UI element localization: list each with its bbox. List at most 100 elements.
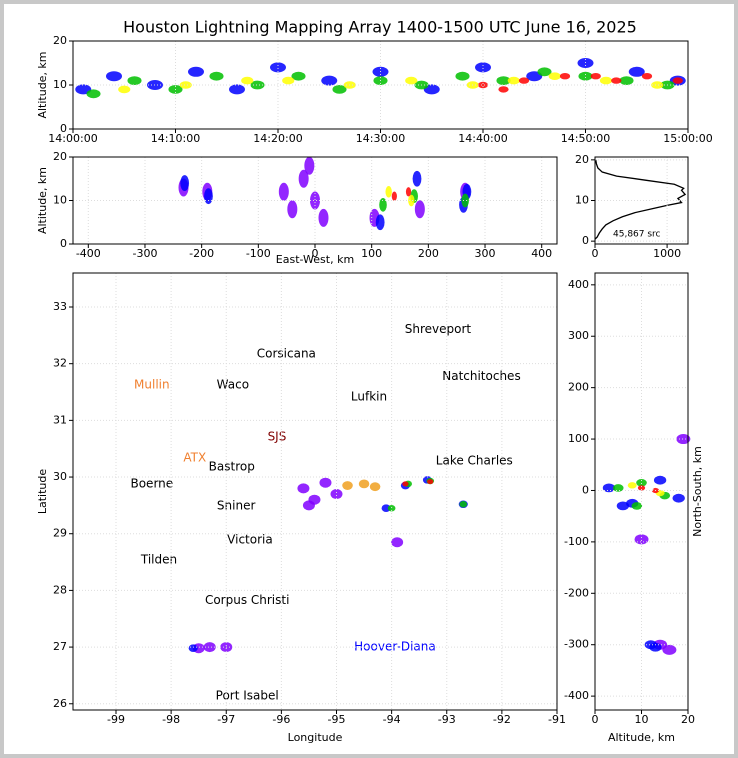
lightning-source [672, 493, 685, 503]
plot-frame [72, 40, 689, 130]
lightning-source [496, 76, 511, 85]
x-tick-label: 400 [531, 247, 552, 260]
lightning-source [498, 86, 509, 93]
y-tick-label: 20 [575, 153, 589, 166]
city-label: Shreveport [405, 322, 472, 336]
lightning-source [188, 644, 198, 653]
city-label: SJS [268, 429, 287, 443]
lightning-source [287, 200, 298, 219]
lightning-source [310, 191, 320, 210]
lightning-source [627, 482, 637, 489]
y-tick-label: 0 [60, 122, 67, 135]
y-tick-label: -200 [564, 586, 589, 599]
lightning-source [204, 188, 213, 205]
plot-area [73, 273, 557, 710]
lightning-source [676, 434, 691, 445]
lightning-source [559, 73, 571, 80]
lightning-source [634, 534, 649, 545]
lightning-source [611, 77, 622, 84]
lightning-source [475, 62, 491, 73]
x-tick-label: -97 [217, 713, 235, 726]
y-tick-label: 10 [575, 194, 589, 207]
panel: 0 1000 0 10 20 45,867 src [575, 153, 689, 260]
lightning-source [86, 89, 101, 99]
lightning-source [461, 193, 469, 208]
x-tick-label: 1000 [653, 247, 681, 260]
marks [75, 58, 686, 99]
x-axis-label: Longitude [288, 731, 343, 744]
x-tick-label: 200 [418, 247, 439, 260]
x-tick-label: 14:40:00 [458, 132, 507, 145]
y-tick-label: 0 [582, 483, 589, 496]
lightning-source [427, 478, 434, 485]
lightning-source [332, 85, 347, 94]
y-tick-label: 27 [53, 640, 67, 653]
lightning-source [653, 475, 667, 485]
lightning-source [318, 208, 329, 227]
y-axis-label: Latitude [36, 469, 49, 515]
plot-frame [594, 156, 689, 245]
lightning-source [278, 182, 289, 201]
lightning-source [229, 84, 245, 95]
lightning-source [241, 76, 254, 85]
city-label: Port Isabel [216, 688, 279, 702]
lightning-source [648, 486, 654, 491]
lightning-source [282, 76, 295, 85]
lightning-source [106, 71, 122, 82]
city-label: Victoria [227, 532, 273, 546]
x-tick-label: 300 [475, 247, 496, 260]
x-tick-label: -92 [493, 713, 511, 726]
marks [178, 156, 472, 231]
y-tick-label: 32 [53, 357, 67, 370]
x-tick-label: 14:20:00 [253, 132, 302, 145]
x-tick-label: -98 [162, 713, 180, 726]
lightning-source [662, 644, 677, 655]
y-tick-label: 400 [568, 278, 589, 291]
lightning-source [391, 537, 404, 548]
lightning-source [118, 85, 131, 94]
lightning-source [203, 642, 216, 653]
lightning-source [414, 200, 425, 219]
y-tick-label: 200 [568, 381, 589, 394]
lightning-source [319, 477, 332, 488]
x-tick-label: -93 [438, 713, 456, 726]
lightning-source [342, 481, 353, 490]
lightning-source [369, 482, 381, 492]
lightning-source [180, 175, 190, 192]
x-tick-label: -96 [272, 713, 290, 726]
x-tick-label: -200 [189, 247, 214, 260]
lightning-source [518, 77, 530, 84]
x-tick-label: -300 [132, 247, 157, 260]
lightning-source [387, 505, 396, 512]
chart-title: Houston Lightning Mapping Array 1400-150… [123, 18, 637, 37]
x-tick-label: 14:50:00 [561, 132, 610, 145]
lightning-source [385, 186, 392, 198]
plot-frame [72, 156, 558, 245]
lightning-source [537, 67, 552, 77]
lightning-source [477, 81, 489, 89]
y-tick-label: 28 [53, 583, 67, 596]
city-label: Sniner [217, 498, 256, 512]
city-label: Waco [217, 378, 249, 392]
city-label: Natchitoches [442, 369, 520, 383]
x-tick-label: 15:00:00 [663, 132, 712, 145]
y-tick-label: 20 [53, 34, 67, 47]
y-tick-label: 0 [582, 234, 589, 247]
lightning-source [548, 72, 561, 80]
lightning-source [302, 500, 315, 511]
lightning-source [672, 77, 683, 84]
x-tick-label: -95 [328, 713, 346, 726]
lightning-source [400, 192, 405, 200]
panel: 0 10 20 -400 -300 -200 -100 0 100 200 300 400 Altitu… [564, 272, 704, 744]
x-axis-label: East-West, km [276, 253, 354, 266]
lightning-source [358, 479, 370, 489]
lightning-source [651, 81, 664, 89]
lightning-source [250, 80, 265, 90]
city-label: Corsicana [257, 347, 316, 361]
x-tick-label: -94 [383, 713, 401, 726]
city-label: Mullin [134, 378, 170, 392]
y-tick-label: -400 [564, 689, 589, 702]
x-tick-label: -91 [548, 713, 566, 726]
x-tick-label: 20 [681, 713, 695, 726]
x-axis-label: Altitude, km [608, 731, 675, 744]
